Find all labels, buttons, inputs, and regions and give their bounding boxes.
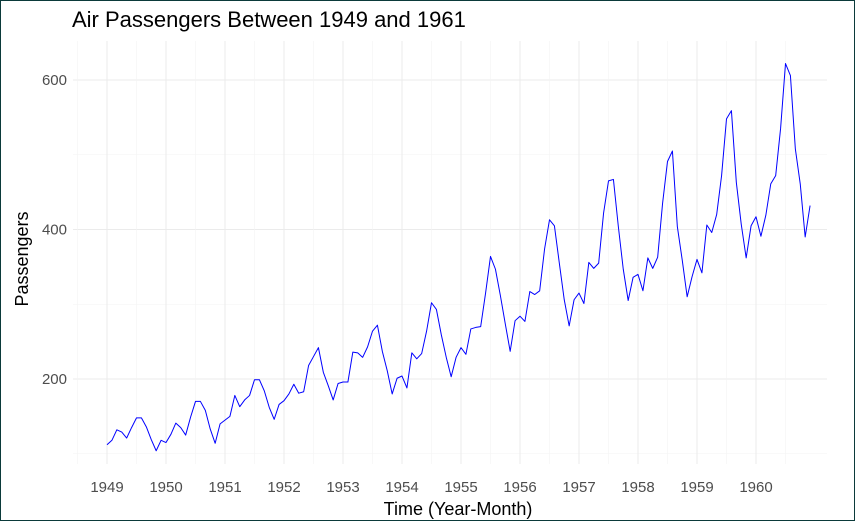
x-axis-title: Time (Year-Month) (384, 499, 533, 519)
x-tick-labels: 1949 1950 1951 1952 1953 1954 1955 1956 1957 1958… (90, 479, 772, 496)
chart-title: Air Passengers Between 1949 and 1961 (72, 7, 466, 32)
series-line (106, 63, 811, 452)
x-tick-label: 1955 (444, 479, 477, 496)
x-tick-label: 1959 (680, 479, 713, 496)
x-tick-label: 1958 (621, 479, 654, 496)
series-layer (106, 63, 811, 452)
x-tick-label: 1951 (208, 479, 241, 496)
x-tick-label: 1953 (326, 479, 359, 496)
y-tick-label: 400 (42, 222, 67, 239)
x-tick-label: 1956 (503, 479, 536, 496)
y-tick-label: 600 (42, 72, 67, 89)
x-tick-label: 1957 (562, 479, 595, 496)
grid-lines (73, 41, 827, 464)
x-tick-label: 1954 (385, 479, 418, 496)
x-tick-label: 1950 (149, 479, 182, 496)
y-tick-labels: 200 400 600 (42, 72, 67, 388)
x-tick-label: 1949 (90, 479, 123, 496)
y-axis-title: Passengers (12, 211, 32, 306)
x-tick-label: 1960 (739, 479, 772, 496)
y-tick-label: 200 (42, 371, 67, 388)
x-tick-label: 1952 (267, 479, 300, 496)
